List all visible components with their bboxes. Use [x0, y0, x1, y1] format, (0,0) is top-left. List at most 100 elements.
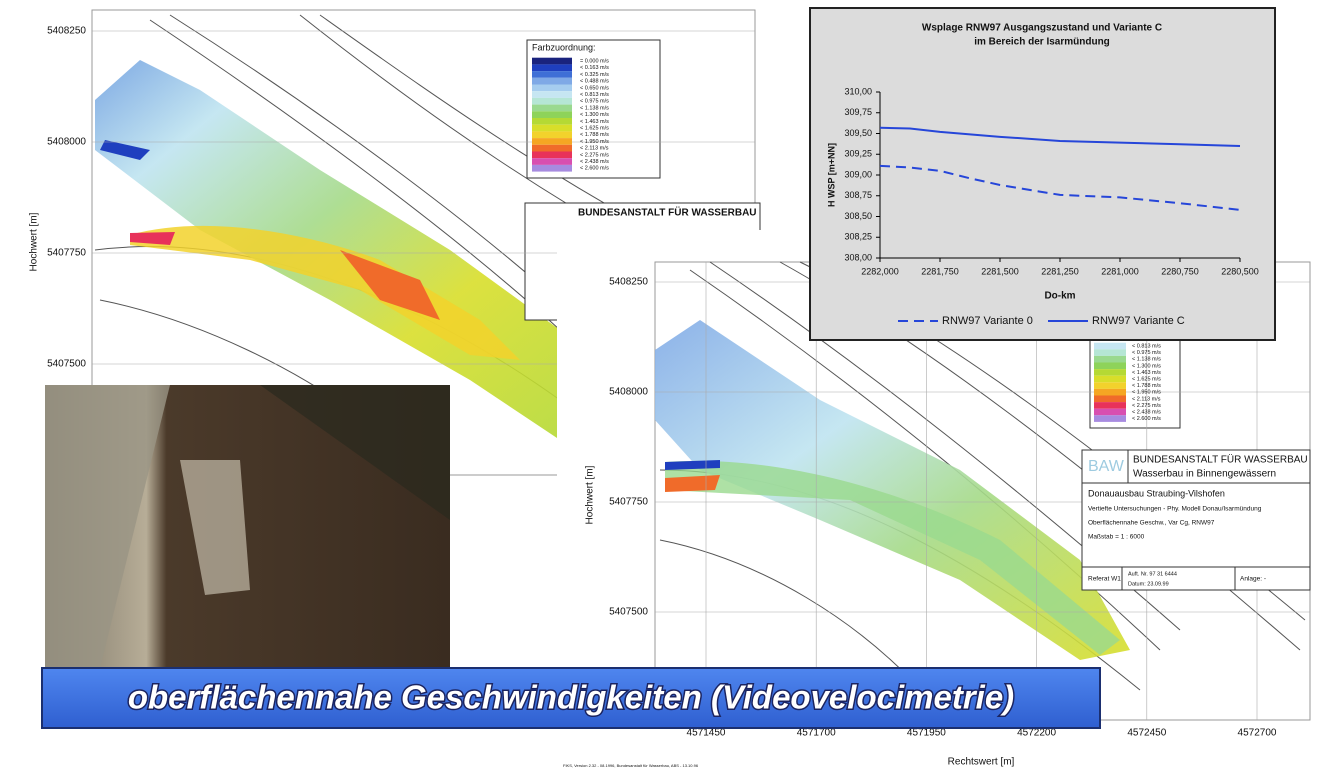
- x-tick-label: 4572200: [1017, 728, 1056, 739]
- legend-label: < 2.113 m/s: [1132, 396, 1161, 402]
- banner-text: oberflächennahe Geschwindigkeiten (Video…: [128, 679, 1014, 716]
- legend-swatch: [532, 78, 572, 85]
- photo: [45, 385, 450, 668]
- legend-swatch: [532, 118, 572, 125]
- legend-label: < 0.650 m/s: [580, 85, 609, 91]
- legend-label: < 1.138 m/s: [580, 105, 609, 111]
- date: Datum: 23.09.99: [1128, 581, 1169, 587]
- chart-subtitle: im Bereich der Isarmündung: [974, 37, 1110, 48]
- legend-swatch: [1094, 396, 1126, 403]
- legend-swatch: [532, 91, 572, 98]
- legend-label: < 1.950 m/s: [580, 139, 609, 145]
- legend-label: = 0.000 m/s: [580, 58, 609, 64]
- y-tick-label: 309,75: [844, 107, 872, 117]
- y-tick-label: 308,00: [844, 252, 872, 262]
- description: Vertiefte Untersuchungen - Phy. Modell D…: [1088, 506, 1262, 513]
- y-tick-label: 5408000: [609, 387, 648, 398]
- logo: BAW: [1088, 458, 1125, 475]
- x-tick-label: 4572700: [1238, 728, 1277, 739]
- footer: FIKS, Version 2.32 - 08.1996, Bundesanst…: [563, 763, 699, 768]
- attachment: Anlage: -: [1240, 576, 1266, 583]
- y-tick-label: 309,50: [844, 128, 872, 138]
- x-tick-label: 2282,000: [861, 266, 899, 276]
- y-tick-label: 5407500: [609, 607, 648, 618]
- y-tick-label: 5407750: [47, 248, 86, 259]
- legend-swatch: [532, 131, 572, 138]
- legend-swatch: [532, 125, 572, 132]
- legend-label: RNW97 Variante C: [1092, 315, 1185, 327]
- legend-swatch: [532, 98, 572, 105]
- legend-swatch: [532, 64, 572, 71]
- legend-swatch: [532, 105, 572, 112]
- y-axis-label: Hochwert [m]: [585, 465, 596, 524]
- legend-swatch: [1094, 369, 1126, 376]
- legend-swatch: [1094, 382, 1126, 389]
- order-number: Auft. Nr. 97 31 6444: [1128, 571, 1177, 577]
- legend-swatch: [1094, 356, 1126, 363]
- legend-label: < 0.975 m/s: [580, 99, 609, 105]
- y-tick-label: 308,50: [844, 211, 872, 221]
- dept-name: Wasserbau in Binnengewässern: [1133, 469, 1276, 480]
- x-tick-label: 2281,750: [921, 266, 959, 276]
- legend-swatch: [532, 58, 572, 65]
- y-tick-label: 5407750: [609, 497, 648, 508]
- project-name: Donauausbau Straubing-Vilshofen: [1088, 488, 1225, 498]
- y-tick-label: 5408250: [609, 277, 648, 288]
- legend-label: RNW97 Variante 0: [942, 315, 1033, 327]
- legend-swatch: [1094, 402, 1126, 409]
- description: Oberflächennahe Geschw., Var Cg, RNW97: [1088, 520, 1215, 527]
- legend-label: < 1.300 m/s: [580, 112, 609, 118]
- legend-swatch: [1094, 349, 1126, 356]
- legend-swatch: [1094, 376, 1126, 383]
- y-tick-label: 308,75: [844, 190, 872, 200]
- y-axis-label: H WSP [m+NN]: [826, 143, 836, 207]
- y-tick-label: 5407500: [47, 359, 86, 370]
- legend-label: < 2.275 m/s: [1132, 403, 1161, 409]
- legend-swatch: [1094, 415, 1126, 422]
- org-name: BUNDESANSTALT FÜR WASSERBAU: [578, 206, 757, 219]
- legend-label: < 2.600 m/s: [580, 166, 609, 172]
- legend-swatch: [532, 158, 572, 165]
- legend-label: < 1.300 m/s: [1132, 363, 1161, 369]
- legend-label: < 1.625 m/s: [580, 125, 609, 131]
- legend-label: < 1.138 m/s: [1132, 357, 1161, 363]
- page: Farbzuordnung: BUNDESANSTALT FÜR WASSERB…: [0, 0, 1318, 771]
- line-chart: Wsplage RNW97 Ausgangszustand und Varian…: [810, 8, 1275, 340]
- legend-label: < 1.950 m/s: [1132, 390, 1161, 396]
- y-tick-label: 309,00: [844, 169, 872, 179]
- chart-title: Wsplage RNW97 Ausgangszustand und Varian…: [922, 23, 1162, 34]
- legend-swatch: [1094, 343, 1126, 350]
- legend-label: < 0.975 m/s: [1132, 350, 1161, 356]
- x-axis-label: Do-km: [1044, 291, 1075, 302]
- legend-swatch: [532, 152, 572, 159]
- y-axis-label: Hochwert [m]: [29, 212, 40, 271]
- slide: Farbzuordnung: BUNDESANSTALT FÜR WASSERB…: [0, 0, 1318, 771]
- legend-swatch: [1094, 409, 1126, 416]
- org-name: BUNDESANSTALT FÜR WASSERBAU: [1133, 454, 1308, 466]
- title-block: BAW BUNDESANSTALT FÜR WASSERBAU Wasserba…: [1082, 450, 1310, 590]
- x-tick-label: 2281,500: [981, 266, 1019, 276]
- legend-swatch: [532, 165, 572, 172]
- legend-swatch: [532, 71, 572, 78]
- legend-swatch: [532, 111, 572, 118]
- x-tick-label: 2281,000: [1101, 266, 1139, 276]
- legend-label: < 2.600 m/s: [1132, 416, 1161, 422]
- x-tick-label: 4571450: [687, 728, 726, 739]
- x-axis-label: Rechtswert [m]: [948, 757, 1015, 768]
- y-tick-label: 5408250: [47, 26, 86, 37]
- x-tick-label: 2281,250: [1041, 266, 1079, 276]
- legend-swatch: [532, 145, 572, 152]
- legend-label: < 2.275 m/s: [580, 152, 609, 158]
- scale: Maßstab = 1 : 6000: [1088, 534, 1145, 541]
- legend-label: < 0.163 m/s: [580, 65, 609, 71]
- x-tick-label: 4571700: [797, 728, 836, 739]
- legend-title: Farbzuordnung:: [532, 42, 596, 52]
- referat: Referat W1: [1088, 576, 1121, 583]
- legend-swatch: [532, 85, 572, 92]
- legend-label: < 2.438 m/s: [1132, 409, 1161, 415]
- legend-label: < 0.813 m/s: [1132, 343, 1161, 349]
- x-tick-label: 4571950: [907, 728, 946, 739]
- legend-swatch: [1094, 389, 1126, 396]
- legend-swatch: [1094, 363, 1126, 370]
- legend-label: < 1.463 m/s: [1132, 370, 1161, 376]
